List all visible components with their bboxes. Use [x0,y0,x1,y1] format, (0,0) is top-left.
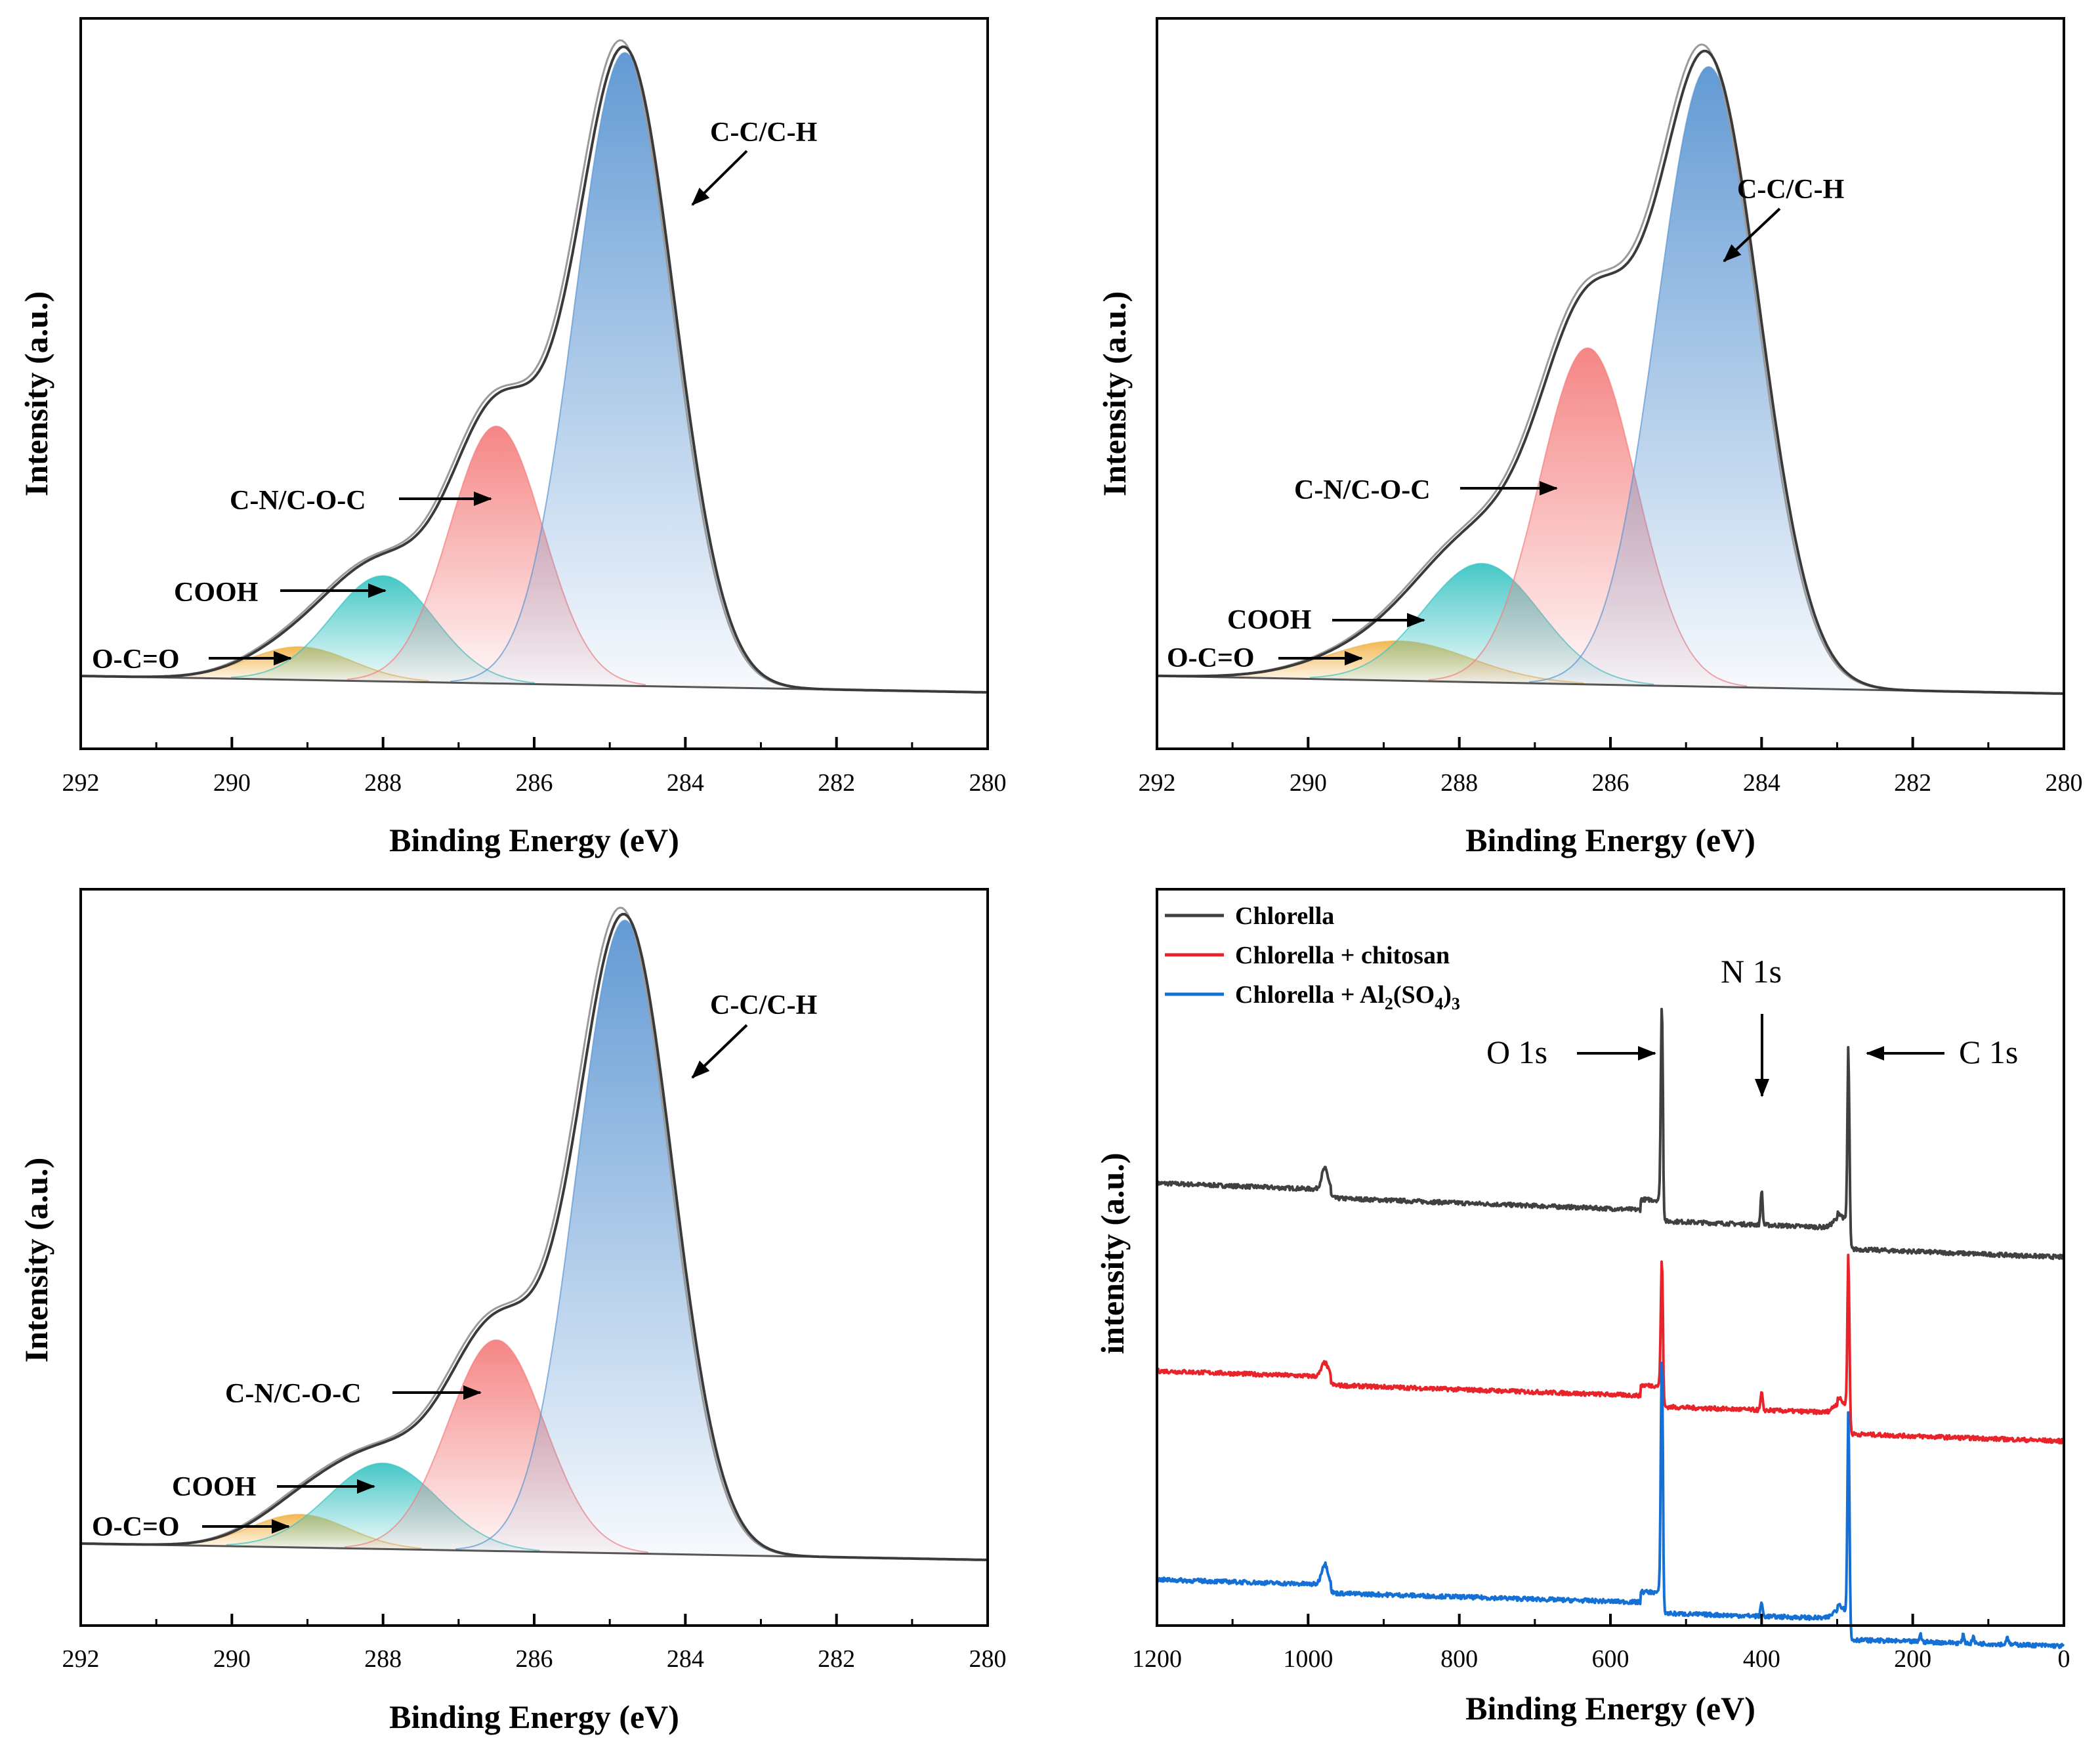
x-tick-label: 286 [1592,769,1629,797]
legend-label-al2so43: Chlorella + Al2(SO4)3 [1235,981,1460,1013]
label-cc-ch: C-C/C-H [710,990,817,1020]
x-tick-label: 292 [62,769,100,797]
x-tick-label: 282 [818,769,855,797]
envelope-curve [80,912,988,1561]
legend-subscript: 3 [1452,994,1460,1013]
survey-line-0 [1156,1007,2065,1261]
x-axis-label: Binding Energy (eV) [1465,1690,1755,1727]
x-tick-label: 286 [516,1645,553,1673]
peak-fills [171,52,800,690]
envelope-curve [80,45,988,694]
arrow-cc-ch [1723,207,1781,263]
y-axis-label: Intensity (a.u.) [18,1158,54,1363]
x-tick-label: 600 [1592,1645,1629,1673]
peak-fills [1214,66,1889,691]
label-o-c-o: O-C=O [92,644,180,675]
label-o1s: O 1s [1486,1034,1547,1070]
legend-label-chitosan: Chlorella + chitosan [1235,942,1450,969]
label-cooh: COOH [172,1472,256,1502]
arrow-cc-ch [691,1024,748,1079]
label-cc-ch: C-C/C-H [710,117,817,148]
x-tick-label: 284 [1743,769,1780,797]
x-axis-label: Binding Energy (eV) [389,822,679,858]
panel-c1s-chlorella: 292 290 288 286 284 282 280 Binding Energy (eV… [18,17,1007,858]
x-tick-label: 286 [516,769,553,797]
arrow-cc-ch [691,150,748,206]
legend-text-part: (SO [1393,981,1435,1009]
x-tick-label: 284 [667,1645,704,1673]
legend-label-chlorella: Chlorella [1235,902,1334,930]
x-tick-label: 282 [818,1645,855,1673]
x-tick-label: 282 [1894,769,1931,797]
x-tick-label: 0 [2058,1645,2070,1673]
peak-fills [178,919,795,1557]
x-tick-label: 200 [1894,1645,1931,1673]
y-axis-label: Intensity (a.u.) [1096,291,1133,497]
x-tick-label: 290 [213,1645,251,1673]
x-tick-label: 280 [969,1645,1007,1673]
panel-survey: 1200 1000 800 600 400 200 0 Binding Energy (eV… [1094,888,2070,1727]
panel-c1s-chitosan: 292 290 288 286 284 282 280 Binding Energy (eV… [1096,17,2083,858]
label-o-c-o: O-C=O [1167,643,1255,673]
envelope-curves [80,39,988,694]
x-axis-ticks: 292 290 288 286 284 282 280 [62,1614,1007,1673]
label-cooh: COOH [174,578,258,608]
x-tick-label: 288 [364,1645,402,1673]
label-cooh: COOH [1227,605,1311,635]
x-tick-label: 288 [364,769,402,797]
x-tick-label: 1200 [1132,1645,1182,1673]
label-c1s: C 1s [1959,1034,2018,1070]
x-tick-label: 288 [1440,769,1478,797]
x-axis-ticks: 1200 1000 800 600 400 200 0 [1132,1614,2070,1673]
legend-text-part: Chlorella + Al [1235,981,1385,1009]
legend-subscript: 2 [1385,994,1393,1013]
x-axis-label: Binding Energy (eV) [389,1698,679,1735]
x-tick-label: 280 [969,769,1007,797]
label-cc-ch: C-C/C-H [1737,175,1844,205]
y-axis-label: Intensity (a.u.) [18,291,54,497]
y-axis-label: intensity (a.u.) [1094,1153,1131,1355]
x-tick-label: 290 [213,769,251,797]
survey-lines [1156,1007,2065,1649]
x-axis-ticks: 292 290 288 286 284 282 280 [1139,737,2083,797]
x-tick-label: 400 [1743,1645,1780,1673]
x-tick-label: 280 [2046,769,2083,797]
label-cn-coc: C-N/C-O-C [230,486,366,516]
x-tick-label: 1000 [1283,1645,1333,1673]
x-tick-label: 292 [1139,769,1176,797]
legend-text-part: ) [1443,981,1452,1009]
legend-subscript: 4 [1435,994,1443,1013]
survey-line-2 [1156,1361,2065,1649]
panel-c1s-al2so43: 292 290 288 286 284 282 280 Binding Energy (eV… [18,888,1007,1735]
x-tick-label: 284 [667,769,704,797]
x-tick-label: 290 [1290,769,1327,797]
x-axis-label: Binding Energy (eV) [1465,822,1755,858]
label-cn-coc: C-N/C-O-C [225,1379,362,1409]
x-tick-label: 292 [62,1645,100,1673]
survey-line-1 [1156,1253,2065,1444]
x-axis-ticks: 292 290 288 286 284 282 280 [62,737,1007,797]
label-o-c-o: O-C=O [92,1512,180,1542]
envelope-curve [1156,49,2065,695]
envelope-curves [80,906,988,1561]
label-cn-coc: C-N/C-O-C [1294,475,1431,505]
x-tick-label: 800 [1440,1645,1478,1673]
label-n1s: N 1s [1721,953,1782,990]
legend: Chlorella Chlorella + chitosan Chlorella… [1165,902,1460,1013]
